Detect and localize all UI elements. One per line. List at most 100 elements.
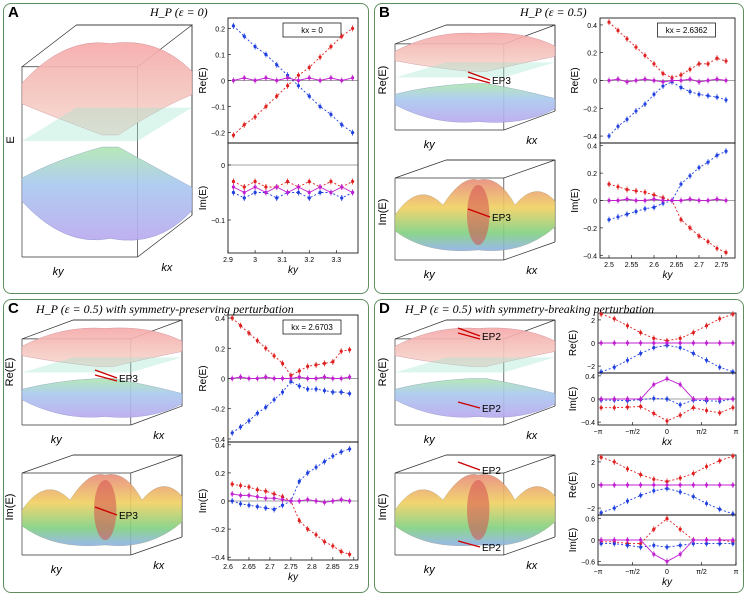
- data-point-magenta: [670, 78, 674, 83]
- x-tick-label: 2.75: [715, 262, 729, 269]
- data-point-blue: [350, 130, 355, 135]
- data-point-magenta: [607, 78, 611, 83]
- data-point-red: [350, 26, 355, 31]
- data-point-blue: [616, 215, 620, 219]
- x-tick-label: π/2: [696, 429, 707, 436]
- data-point-red: [348, 348, 352, 352]
- data-point-red: [264, 346, 268, 350]
- data-point-blue: [704, 541, 709, 546]
- x-tick-label: 2.75: [284, 564, 298, 571]
- data-point-magenta: [599, 341, 603, 345]
- data-point-red: [688, 226, 692, 230]
- data-point-red: [634, 45, 638, 49]
- y-tick-label: −0.2: [211, 527, 225, 534]
- data-point-magenta: [639, 483, 643, 487]
- data-point-magenta: [625, 397, 630, 401]
- series-line-blue: [600, 344, 734, 373]
- data-point-red: [625, 324, 630, 328]
- data-point-blue: [599, 541, 603, 546]
- x-axis-label: ky: [663, 270, 674, 281]
- data-point-blue: [329, 112, 333, 116]
- surface-d-imag: ky kx EP2 EP2: [394, 454, 556, 576]
- data-point-magenta: [247, 493, 251, 497]
- data-point-magenta: [329, 76, 333, 80]
- data-point-blue: [718, 541, 722, 546]
- data-point-blue: [665, 486, 669, 491]
- data-point-red: [599, 455, 603, 459]
- data-point-magenta: [697, 80, 701, 84]
- data-point-blue: [307, 196, 311, 200]
- data-point-blue: [255, 505, 259, 509]
- ep-label: EP3: [119, 374, 138, 385]
- surface-d-im-label: Im(E): [377, 494, 389, 521]
- data-point-red: [715, 56, 719, 60]
- data-point-blue: [691, 541, 695, 546]
- data-point-red: [661, 71, 665, 76]
- x-tick-label: 2.6: [649, 262, 659, 269]
- surface-c-imag: ky kx EP3: [21, 454, 183, 576]
- data-point-red: [639, 404, 643, 409]
- data-point-magenta: [289, 376, 293, 381]
- data-point-red: [607, 20, 611, 24]
- data-point-blue: [231, 24, 236, 28]
- x-axis-label: ky: [288, 572, 299, 583]
- imag-spike: [467, 480, 490, 540]
- data-point-red: [731, 406, 735, 410]
- data-point-blue: [691, 351, 695, 355]
- x-tick-label: 2.5: [604, 262, 614, 269]
- data-point-red: [247, 485, 251, 489]
- data-point-red: [691, 471, 695, 476]
- data-point-magenta: [688, 197, 692, 201]
- data-point-magenta: [652, 78, 656, 83]
- data-point-magenta: [718, 538, 722, 542]
- data-point-magenta: [652, 483, 656, 487]
- data-point-red: [625, 467, 630, 471]
- data-point-magenta: [322, 375, 327, 379]
- annotation-label: kx = 0: [301, 26, 323, 35]
- data-point-blue: [318, 190, 322, 195]
- data-point-magenta: [731, 397, 735, 401]
- data-point-red: [697, 62, 701, 66]
- data-point-magenta: [272, 376, 276, 381]
- data-point-red: [718, 411, 722, 415]
- data-point-magenta: [339, 376, 343, 381]
- x-tick-label: 3.3: [331, 257, 341, 264]
- ep-label: EP3: [119, 511, 138, 522]
- annotation-box: [282, 319, 342, 335]
- data-point-magenta: [331, 499, 335, 503]
- series-line-red: [233, 28, 353, 136]
- data-point-red: [625, 405, 630, 409]
- surface-c-real: ky kx EP3: [21, 319, 183, 446]
- data-point-magenta: [665, 483, 669, 487]
- data-point-blue: [679, 182, 683, 186]
- data-point-magenta: [307, 76, 311, 80]
- panel-b-title: H_P (ε = 0.5): [520, 5, 587, 19]
- y-tick-label: 0: [591, 397, 595, 404]
- ep-arrow: [467, 76, 491, 84]
- series-line-blue: [600, 488, 734, 515]
- panel-d-letter: D: [379, 300, 390, 317]
- data-point-magenta: [297, 499, 301, 503]
- data-point-red: [616, 28, 620, 33]
- y-axis-label: Im(E): [568, 528, 579, 552]
- data-point-magenta: [231, 78, 236, 83]
- surface-b-im-label: Im(E): [377, 199, 389, 226]
- data-point-red: [678, 413, 682, 417]
- data-point-blue: [339, 390, 343, 394]
- x-tick-label: 2.9: [349, 564, 359, 571]
- data-point-magenta: [247, 376, 251, 381]
- data-point-blue: [661, 84, 665, 88]
- data-point-red: [318, 55, 322, 59]
- y-tick-label: 0.6: [585, 517, 595, 524]
- y-axis-label: Im(E): [198, 186, 209, 210]
- data-point-blue: [264, 52, 268, 57]
- y-axis-label: Re(E): [568, 472, 579, 498]
- y-tick-label: 0.2: [587, 51, 597, 58]
- surface-c-re-label: Re(E): [4, 358, 16, 387]
- data-point-blue: [612, 365, 616, 369]
- data-point-blue: [616, 124, 620, 128]
- data-point-red: [639, 541, 643, 546]
- annotation-label: kx = 2.6362: [666, 26, 708, 35]
- data-point-red: [238, 483, 243, 488]
- data-point-magenta: [639, 341, 643, 345]
